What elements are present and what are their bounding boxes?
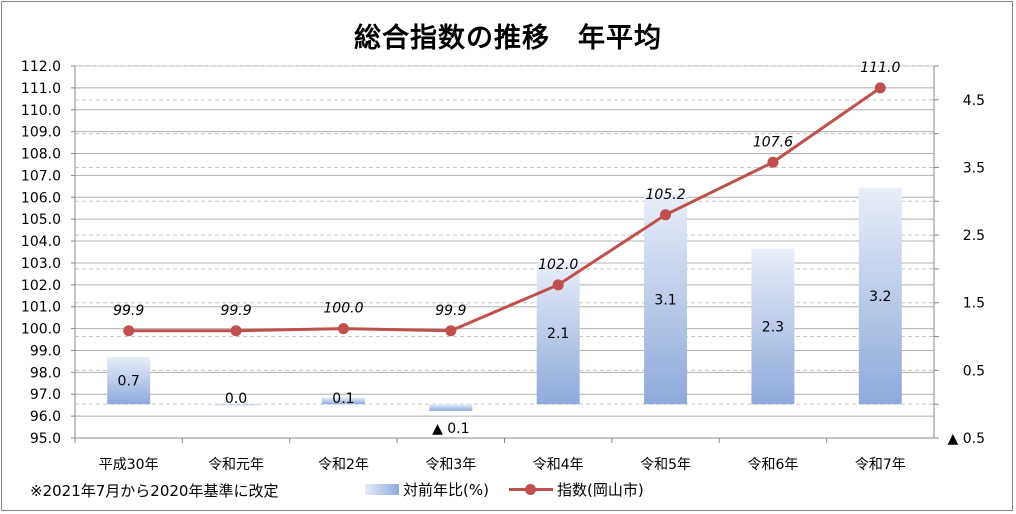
line-data-label: 105.2 [646,187,686,203]
line-point [767,156,779,168]
right-tick-label: 4.5 [963,93,985,109]
line-point [337,323,349,335]
left-tick-label: 110.0 [21,103,61,119]
bar [751,248,795,405]
left-tick-label: 109.0 [21,125,61,141]
line-data-label: 111.0 [860,60,900,76]
line-point [660,209,672,221]
left-tick-label: 99.0 [30,343,61,359]
bar-data-label: ▲ 0.1 [432,421,469,437]
right-tick-label: 1.5 [963,296,985,312]
x-tick-label: 令和6年 [747,457,798,473]
line-data-label: 99.9 [220,303,251,319]
line-data-label: 100.0 [323,301,363,317]
left-tick-label: 104.0 [21,234,61,250]
x-tick-label: 令和元年 [208,457,264,473]
left-tick-label: 96.0 [30,409,61,425]
bar [321,397,365,405]
line-point [123,325,135,337]
legend: 対前年比(%) 指数(岡山市) [365,479,644,500]
left-tick-label: 108.0 [21,147,61,163]
bar-data-label: 0.0 [225,391,247,407]
left-tick-label: 111.0 [21,81,61,97]
legend-line-swatch [508,484,553,495]
bar [429,404,473,411]
bar-data-label: 2.3 [762,319,784,335]
left-tick-label: 95.0 [30,431,61,447]
left-tick-label: 107.0 [21,168,61,184]
right-tick-label: 0.5 [963,363,985,379]
x-tick-label: 令和4年 [533,457,584,473]
x-tick-label: 令和2年 [318,457,369,473]
footnote: ※2021年7月から2020年基準に改定 [30,482,279,500]
line-point [445,325,457,337]
bar [858,187,902,405]
left-tick-label: 97.0 [30,387,61,403]
line-data-label: 102.0 [538,257,578,273]
left-tick-label: 100.0 [21,322,61,338]
bar-data-label: 0.7 [118,374,140,390]
line-point [230,325,242,337]
left-tick-label: 101.0 [21,300,61,316]
line-series [128,86,882,333]
left-tick-label: 103.0 [21,256,61,272]
bar-data-label: 3.1 [654,292,676,308]
line-point [874,82,886,94]
bar [107,356,151,405]
left-tick-label: 98.0 [30,365,61,381]
bar [644,194,688,405]
line-data-label: 107.6 [753,134,793,150]
right-tick-label: 2.5 [963,228,985,244]
line-data-label: 99.9 [435,303,466,319]
bar [214,404,258,406]
legend-bar-label: 対前年比(%) [403,481,489,499]
bar-data-label: 0.1 [332,391,354,407]
chart-title: 総合指数の推移 年平均 [354,23,662,54]
left-tick-label: 102.0 [21,278,61,294]
left-tick-label: 106.0 [21,190,61,206]
bar-data-label: 2.1 [547,326,569,342]
right-tick-label: 3.5 [963,160,985,176]
left-tick-label: 112.0 [21,59,61,75]
x-tick-label: 令和5年 [640,457,691,473]
left-tick-label: 105.0 [21,212,61,228]
x-tick-label: 令和3年 [425,457,476,473]
x-tick-label: 令和7年 [855,457,906,473]
line-data-label: 99.9 [113,303,144,319]
right-tick-label: ▲ 0.5 [948,431,985,447]
legend-line-label: 指数(岡山市) [556,481,644,499]
legend-bar-swatch [365,484,399,495]
line-point [552,279,564,291]
bar-data-label: 3.2 [869,289,891,305]
x-tick-label: 平成30年 [99,457,159,473]
